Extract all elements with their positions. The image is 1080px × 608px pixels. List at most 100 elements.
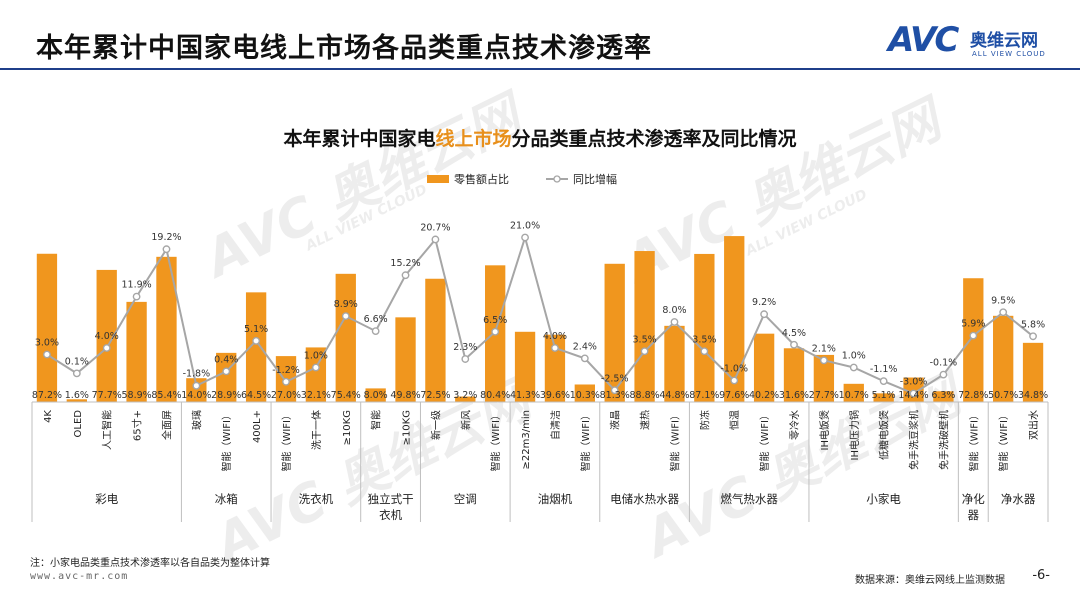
growth-label: 3.5% [633,334,657,345]
bar-value-label: 81.3% [600,390,630,401]
chart-title: 本年累计中国家电线上市场分品类重点技术渗透率及同比情况 [0,124,1080,151]
group-label-cont: 器 [968,508,980,522]
bar [634,251,655,402]
chart-title-prefix: 本年累计中国家电 [283,128,436,150]
bar-value-label: 75.4% [331,390,361,401]
bar-value-label: 32.1% [301,390,331,401]
growth-label: 5.1% [244,324,268,335]
bar [305,347,327,402]
bar-value-label: 5.1% [872,390,896,401]
line-point [491,327,500,336]
legend-marker-line [553,175,561,183]
growth-label: -1.1% [870,364,898,375]
growth-label: 21.0% [510,221,540,232]
bar [813,354,835,402]
growth-label: 5.9% [961,319,985,330]
bar-value-label: 44.8% [659,390,689,401]
growth-label: 4.0% [95,331,119,342]
growth-label: 1.0% [842,351,866,362]
chart-title-highlight: 线上市场 [435,128,512,150]
line-point [371,327,380,335]
bar [783,348,805,402]
growth-label: -1.2% [272,365,300,376]
bar [544,334,566,402]
growth-label: 2.4% [573,341,597,352]
line-point [700,347,709,356]
growth-label: 6.5% [483,315,507,326]
category-label: 零冷水 [788,410,801,440]
category-label: ≥10KG [342,410,353,445]
category-label: IH电饭煲 [818,410,831,450]
bar-value-label: 27.0% [271,390,301,401]
line-point [401,271,410,280]
line-point [790,340,798,349]
bar-value-label: 72.8% [958,390,988,401]
website-text: www.avc-mr.com [30,571,129,582]
growth-label: 20.7% [420,222,450,233]
category-label: 免手洗破壁机 [937,410,950,470]
page-number: -6- [1032,568,1050,583]
category-label: 65寸+ [131,410,144,441]
category-label: 智能（WIFI） [579,410,592,472]
growth-label: 5.8% [1021,319,1045,330]
bar-value-label: 64.5% [241,390,271,401]
line-point [760,310,769,319]
bar-value-label: 85.4% [151,390,181,401]
growth-label: 11.9% [121,280,151,291]
footnote: 注：小家电品类重点技术渗透率以各自品类为整体计算 [30,558,270,569]
category-label: 免手洗豆浆机 [908,410,921,470]
line-point [461,355,470,363]
logo-name-cn: 奥维云网 [970,31,1038,51]
line-point [341,312,350,321]
category-label: 智能（WIFI） [758,410,771,472]
bar [664,325,685,402]
bar-value-label: 3.2% [453,390,477,401]
bar [96,269,117,402]
bar [126,301,147,402]
legend-label-line: 同比增幅 [573,172,617,186]
bar [514,331,536,402]
line-point [580,354,589,363]
group-label: 燃气热水器 [720,492,778,506]
growth-label: 9.5% [991,295,1015,306]
group-label: 冰箱 [215,492,238,506]
line-point [1029,332,1037,341]
category-label: 智能（WIFI） [997,410,1010,472]
category-label: 恒温 [728,410,741,430]
line-point [162,245,171,254]
bar [724,236,745,402]
growth-label: 8.0% [662,305,686,316]
category-label: 速热 [639,410,652,430]
growth-label: 15.2% [390,258,420,269]
bar [36,253,58,402]
line-point [222,367,231,376]
category-label: 洗干一体 [311,410,323,450]
group-label: 空调 [454,492,477,506]
growth-label: 1.0% [304,351,328,362]
bar-value-label: 97.6% [719,390,749,401]
bar-value-label: 80.4% [480,390,510,401]
bar-value-label: 41.3% [510,390,540,401]
line-point [909,389,918,398]
line-point [311,363,320,372]
line-point [43,350,51,359]
line-point [969,331,978,340]
group-label: 电储水热水器 [610,492,679,506]
bar-value-label: 77.7% [92,390,122,401]
growth-label: -1.8% [183,369,211,380]
category-label: 400L+ [252,410,263,443]
growth-label: 4.5% [782,328,806,339]
line-point [670,318,679,326]
growth-label: 8.9% [334,299,358,310]
category-label: 智能 [370,410,383,430]
bar-value-label: 27.7% [809,390,839,401]
bar-value-label: 50.7% [988,390,1018,401]
category-label: 低糖电饭煲 [878,410,891,460]
header-divider [0,68,1080,70]
bar [156,256,177,402]
category-label: 智能（WIFI） [220,410,233,472]
group-label: 彩电 [95,492,118,506]
category-label: 智能（WIFI） [668,410,681,472]
bar-value-label: 49.8% [390,390,420,401]
